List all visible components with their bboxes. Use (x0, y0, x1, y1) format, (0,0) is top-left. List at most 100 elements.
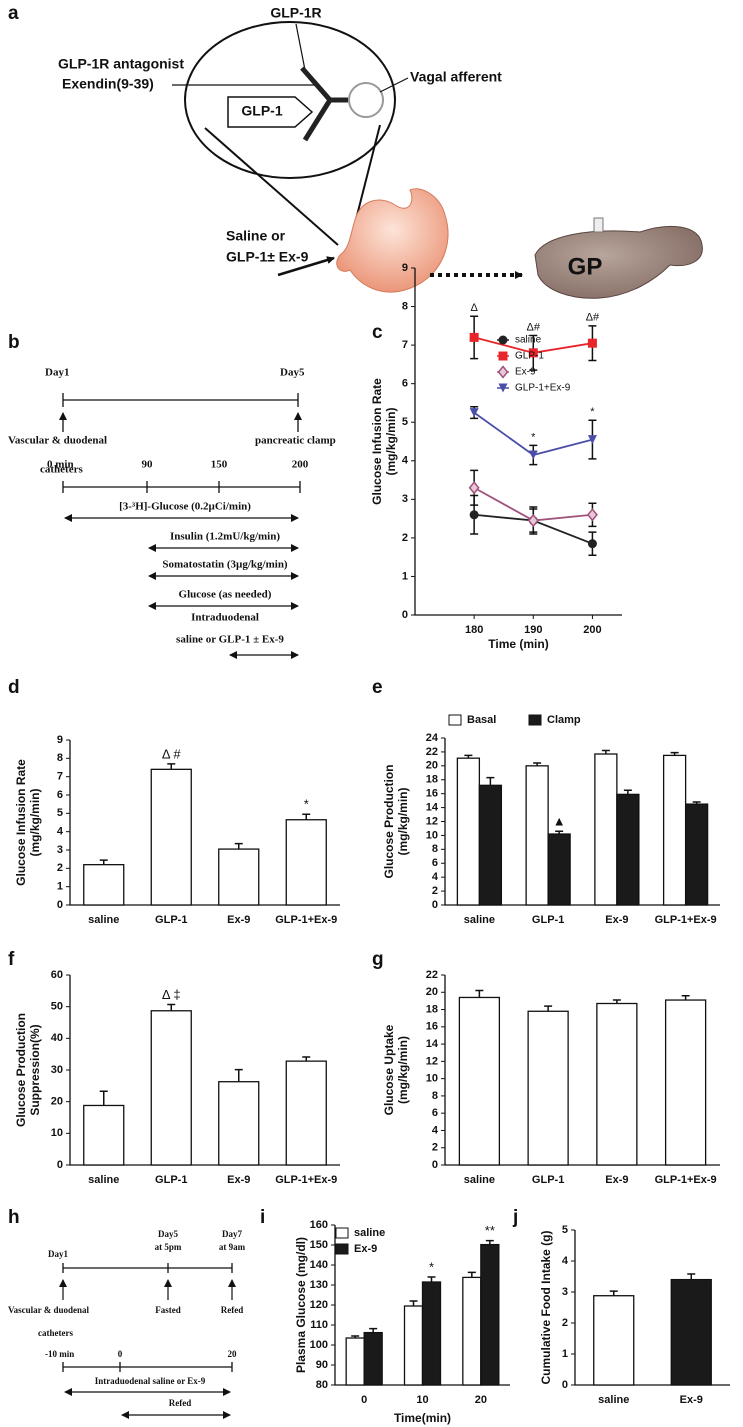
event-label: catheters (38, 1328, 73, 1338)
annotation: Δ # (162, 746, 182, 761)
y-tick-label: 120 (310, 1299, 328, 1311)
y-tick-label: 7 (57, 771, 63, 783)
bar (664, 999, 707, 1166)
pointer (379, 77, 409, 93)
y-tick-label: 4 (57, 826, 64, 838)
x-tick-label: GLP-1+Ex-9 (655, 914, 717, 926)
bar (684, 803, 709, 906)
panel-label: f (8, 949, 15, 970)
infusion-label: Somatostatin (3µg/kg/min) (162, 559, 288, 571)
y-tick-label: 4 (402, 455, 409, 467)
y-tick-label: 4 (562, 1255, 569, 1267)
y-tick-label: 0 (562, 1379, 568, 1391)
x-tick-label: GLP-1+Ex-9 (275, 1174, 337, 1186)
y-tick-label: 30 (51, 1064, 63, 1076)
y-tick-label: 1 (562, 1348, 568, 1360)
panel-label: g (372, 949, 384, 970)
y-tick-label: 3 (57, 844, 63, 856)
annotation: Δ# (586, 312, 600, 324)
point (587, 539, 597, 549)
annotation: Δ ‡ (162, 987, 181, 1002)
y-tick-label: 9 (402, 262, 408, 274)
x-tick-label: 190 (524, 624, 542, 636)
legend-marker (498, 351, 508, 361)
y-tick-label: 2 (57, 862, 63, 874)
x-tick-label: saline (88, 1174, 119, 1186)
bar (218, 848, 260, 906)
timeline (62, 1263, 233, 1273)
error-bar (467, 1271, 476, 1278)
point (528, 450, 538, 460)
y-tick-label: 0 (402, 609, 408, 621)
y-tick-label: 0 (57, 1159, 63, 1171)
ligand-shape (227, 96, 314, 128)
y-tick-label: 14 (426, 1038, 439, 1050)
bar (218, 1081, 260, 1166)
x-tick-label: 180 (465, 624, 483, 636)
point (469, 332, 479, 342)
antagonist-label: Exendin(9-39) (62, 76, 154, 92)
bar (594, 753, 618, 906)
x-axis-label: Time (min) (488, 637, 548, 651)
timeline (62, 1362, 233, 1372)
point (587, 338, 597, 348)
y-tick-label: 20 (426, 986, 438, 998)
legend-label: saline (515, 335, 542, 346)
receptor (300, 66, 348, 142)
day-label: Day7 (222, 1229, 242, 1239)
day-label: Day1 (48, 1249, 68, 1259)
annotation: ** (485, 1223, 495, 1238)
error-bar (99, 859, 108, 865)
panel-a: a GLP-1R GLP-1R antagonist Exendin(9-39)… (8, 3, 703, 299)
x-tick-label: saline (598, 1394, 629, 1406)
panel-label: e (372, 677, 383, 698)
error-bar (609, 1290, 618, 1296)
bar (150, 1010, 192, 1166)
y-tick-label: 6 (432, 1107, 438, 1119)
y-tick-label: 1 (57, 881, 63, 893)
x-axis-label: Time(min) (394, 1411, 451, 1425)
day-label: Day1 (45, 367, 69, 379)
y-tick-label: 5 (402, 416, 408, 428)
bar (83, 1104, 125, 1166)
y-tick-label: 160 (310, 1219, 328, 1231)
y-axis-label: Glucose Production (382, 764, 396, 878)
y-tick-label: 0 (432, 899, 438, 911)
x-tick-label: 0 (361, 1394, 367, 1406)
infusion-label: Insulin (1.2mU/kg/min) (170, 531, 280, 543)
error-bar (167, 1003, 176, 1011)
bar (462, 1276, 482, 1386)
x-tick-label: Ex-9 (680, 1394, 703, 1406)
bar (421, 1281, 442, 1386)
legend-marker (498, 383, 508, 393)
y-tick-label: 12 (426, 1055, 438, 1067)
event-label: Fasted (155, 1305, 181, 1315)
y-tick-label: 9 (57, 734, 63, 746)
y-axis-label: (mg/kg/min) (396, 787, 410, 855)
y-tick-label: 80 (316, 1379, 328, 1391)
y-tick-label: 18 (426, 774, 438, 786)
bar (596, 1002, 638, 1166)
zoom-ellipse (184, 21, 396, 179)
bar (285, 819, 327, 906)
error-bar (369, 1327, 378, 1333)
y-tick-label: 14 (426, 801, 439, 813)
panel-label: j (512, 1207, 518, 1228)
y-tick-label: 60 (51, 969, 63, 981)
panel-b: b Day1 Day5 Vascular & duodenal catheter… (8, 332, 336, 659)
y-tick-label: 10 (426, 1073, 438, 1085)
bar (525, 765, 549, 906)
y-axis-label: Glucose Uptake (382, 1024, 396, 1115)
error-bar (167, 763, 176, 770)
y-tick-label: 1 (402, 570, 408, 582)
x-tick-label: saline (88, 914, 119, 926)
x-tick-label: saline (464, 914, 495, 926)
panel-label: b (8, 332, 20, 353)
y-axis-label: Glucose Infusion Rate (370, 378, 384, 505)
y-tick-label: 8 (432, 843, 438, 855)
bar (150, 768, 192, 906)
point (587, 435, 597, 445)
bar (480, 1243, 500, 1386)
y-tick-label: 100 (310, 1339, 328, 1351)
